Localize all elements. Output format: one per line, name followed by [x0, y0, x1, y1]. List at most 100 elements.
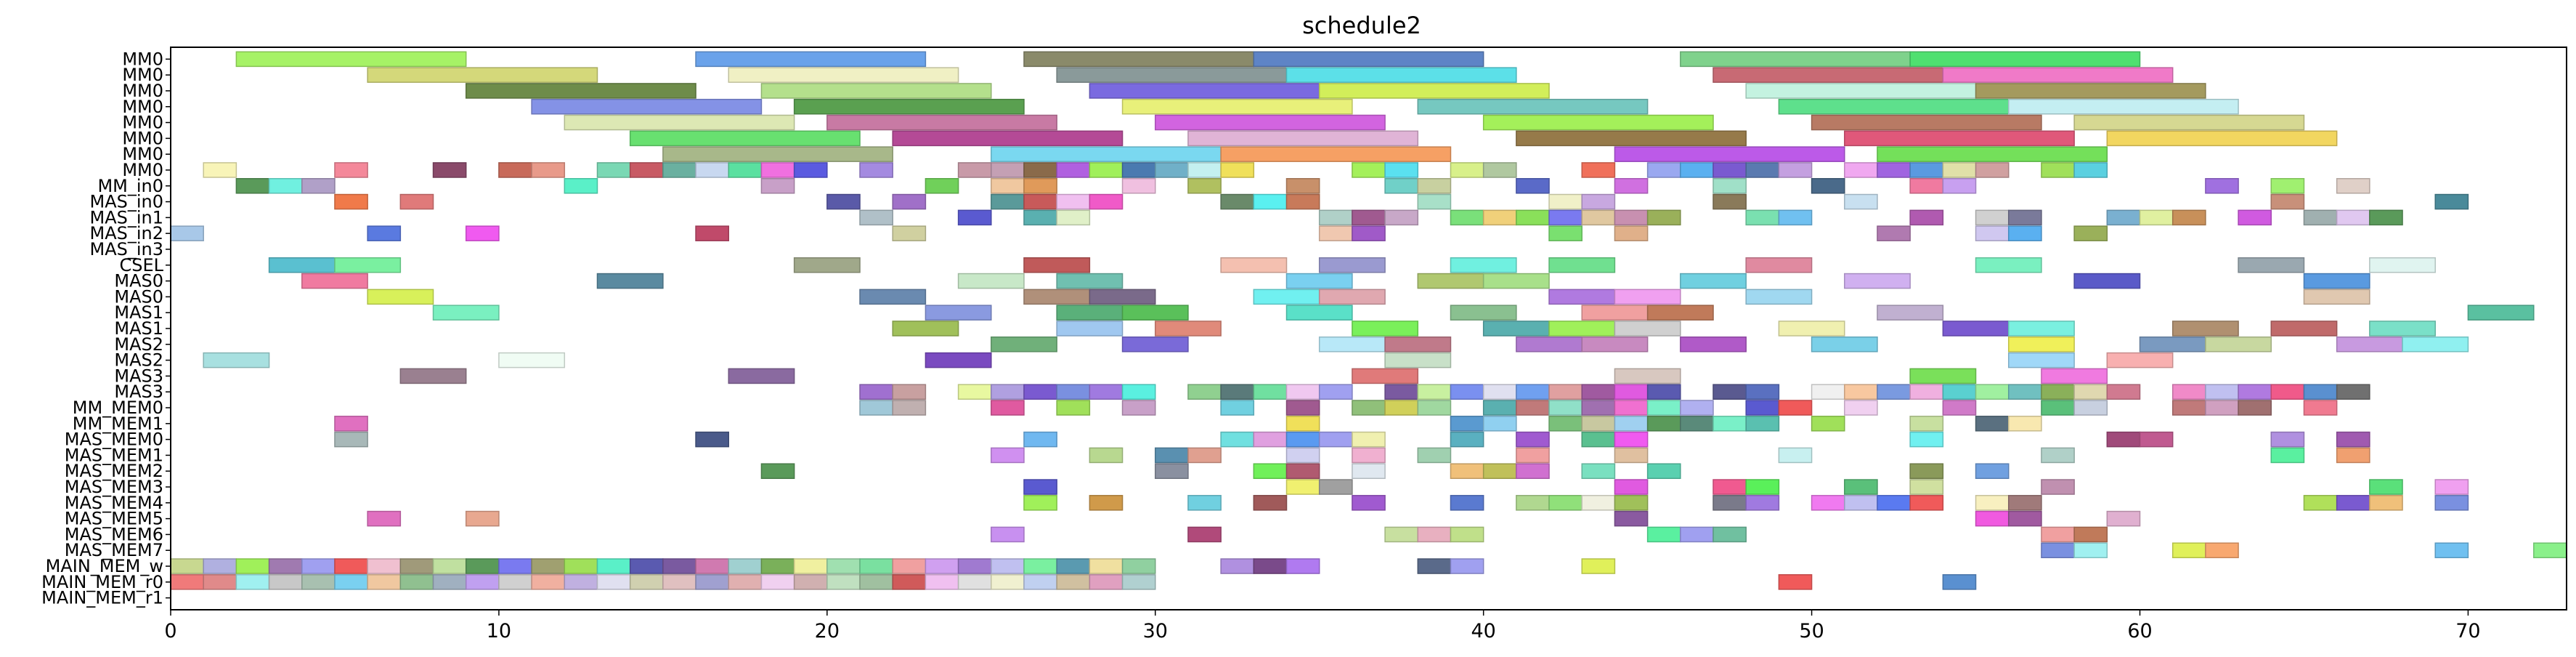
- task-bar: [1023, 495, 1057, 511]
- task-bar: [1909, 431, 1944, 448]
- task-bar: [1745, 495, 1780, 511]
- x-tick-label: 40: [1471, 620, 1495, 642]
- task-bar: [2303, 495, 2338, 511]
- task-bar: [1516, 400, 1550, 416]
- task-bar: [892, 558, 927, 574]
- task-bar: [1417, 526, 1452, 543]
- task-bar: [1581, 305, 1649, 321]
- task-bar: [1220, 162, 1255, 178]
- task-bar: [1482, 416, 1517, 432]
- task-bar: [596, 162, 631, 178]
- task-bar: [1318, 225, 1353, 241]
- task-bar: [1023, 257, 1091, 273]
- task-bar: [1646, 162, 1681, 178]
- task-bar: [1285, 67, 1517, 83]
- task-bar: [1581, 431, 1616, 448]
- y-tick-label: MAS0: [114, 286, 163, 307]
- task-bar: [1942, 67, 2174, 83]
- task-bar: [1482, 209, 1517, 226]
- task-bar: [334, 431, 368, 448]
- task-bar: [1975, 162, 2010, 178]
- y-tick-label: MM0: [122, 144, 163, 164]
- task-bar: [1220, 400, 1255, 416]
- task-bar: [1548, 495, 1582, 511]
- task-bar: [2041, 368, 2108, 384]
- y-tick-label: MM0: [122, 49, 163, 69]
- task-bar: [2041, 447, 2075, 464]
- task-bar: [991, 384, 1025, 400]
- task-bar: [1614, 416, 1649, 432]
- task-bar: [1352, 162, 1386, 178]
- task-bar: [2369, 321, 2436, 336]
- task-bar: [728, 574, 763, 590]
- task-bar: [2106, 431, 2141, 448]
- task-bar: [925, 574, 959, 590]
- task-bar: [334, 416, 368, 432]
- task-bar: [1187, 495, 1222, 511]
- task-bar: [1253, 51, 1484, 68]
- task-bar: [367, 574, 402, 590]
- task-bar: [793, 558, 828, 574]
- task-bar: [859, 574, 893, 590]
- task-bar: [2402, 336, 2469, 352]
- task-bar: [1482, 321, 1550, 336]
- task-bar: [2270, 431, 2305, 448]
- x-tick-label: 70: [2455, 620, 2480, 642]
- task-bar: [1581, 416, 1616, 432]
- y-tick-label: MAS0: [114, 271, 163, 291]
- y-tick-label: MAS2: [114, 334, 163, 355]
- task-bar: [1384, 209, 1419, 226]
- task-bar: [2238, 384, 2272, 400]
- task-bar: [2007, 225, 2042, 241]
- task-bar: [1712, 495, 1747, 511]
- task-bar: [859, 162, 893, 178]
- chart-title: schedule2: [1302, 12, 1421, 39]
- task-bar: [1450, 209, 1484, 226]
- task-bar: [1352, 431, 1386, 448]
- task-bar: [1089, 289, 1156, 305]
- y-tick-label: MM0: [122, 160, 163, 180]
- task-bar: [2205, 542, 2239, 559]
- task-bar: [1023, 479, 1057, 495]
- task-bar: [1877, 162, 1911, 178]
- task-bar: [1417, 273, 1484, 289]
- task-bar: [1023, 431, 1057, 448]
- task-bar: [1844, 384, 1878, 400]
- task-bar: [1482, 162, 1517, 178]
- task-bar: [498, 558, 532, 574]
- task-bar: [1844, 193, 1878, 210]
- y-tick-label: MAS_in2: [89, 223, 163, 243]
- task-bar: [1253, 431, 1288, 448]
- y-tick-label: MM_MEM0: [73, 398, 163, 418]
- task-bar: [1745, 162, 1780, 178]
- task-bar: [1352, 209, 1386, 226]
- task-bar: [2041, 384, 2075, 400]
- task-bar: [1352, 447, 1386, 464]
- task-bar: [1089, 558, 1124, 574]
- task-bar: [1220, 193, 1255, 210]
- task-bar: [991, 193, 1025, 210]
- task-bar: [793, 162, 828, 178]
- task-bar: [1614, 510, 1649, 527]
- task-bar: [2303, 209, 2338, 226]
- task-bar: [662, 574, 696, 590]
- task-bar: [1450, 162, 1484, 178]
- task-bar: [1778, 162, 1813, 178]
- task-bar: [1614, 431, 1649, 448]
- task-bar: [695, 162, 730, 178]
- task-bar: [2073, 114, 2305, 131]
- task-bar: [334, 558, 368, 574]
- task-bar: [1121, 162, 1156, 178]
- task-bar: [1318, 479, 1353, 495]
- task-bar: [1285, 463, 1320, 480]
- task-bar: [1023, 574, 1057, 590]
- task-bar: [1581, 400, 1616, 416]
- task-bar: [1680, 273, 1747, 289]
- task-bar: [1056, 273, 1124, 289]
- task-bar: [1909, 368, 1977, 384]
- task-bar: [1548, 257, 1616, 273]
- task-bar: [2303, 273, 2370, 289]
- task-bar: [695, 225, 730, 241]
- y-tick-label: MAS_MEM3: [65, 477, 163, 497]
